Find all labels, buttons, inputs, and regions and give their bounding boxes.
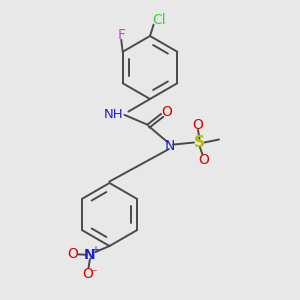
- Text: +: +: [92, 244, 99, 255]
- Text: Cl: Cl: [152, 14, 166, 27]
- Text: N: N: [164, 139, 175, 152]
- Text: ⁻: ⁻: [90, 268, 97, 281]
- Text: S: S: [194, 135, 205, 150]
- Text: O: O: [82, 267, 93, 280]
- Text: NH: NH: [103, 107, 123, 121]
- Text: O: O: [199, 153, 209, 167]
- Text: F: F: [117, 28, 125, 42]
- Text: O: O: [193, 118, 203, 132]
- Text: N: N: [84, 248, 96, 262]
- Text: O: O: [67, 248, 78, 261]
- Text: O: O: [161, 106, 172, 119]
